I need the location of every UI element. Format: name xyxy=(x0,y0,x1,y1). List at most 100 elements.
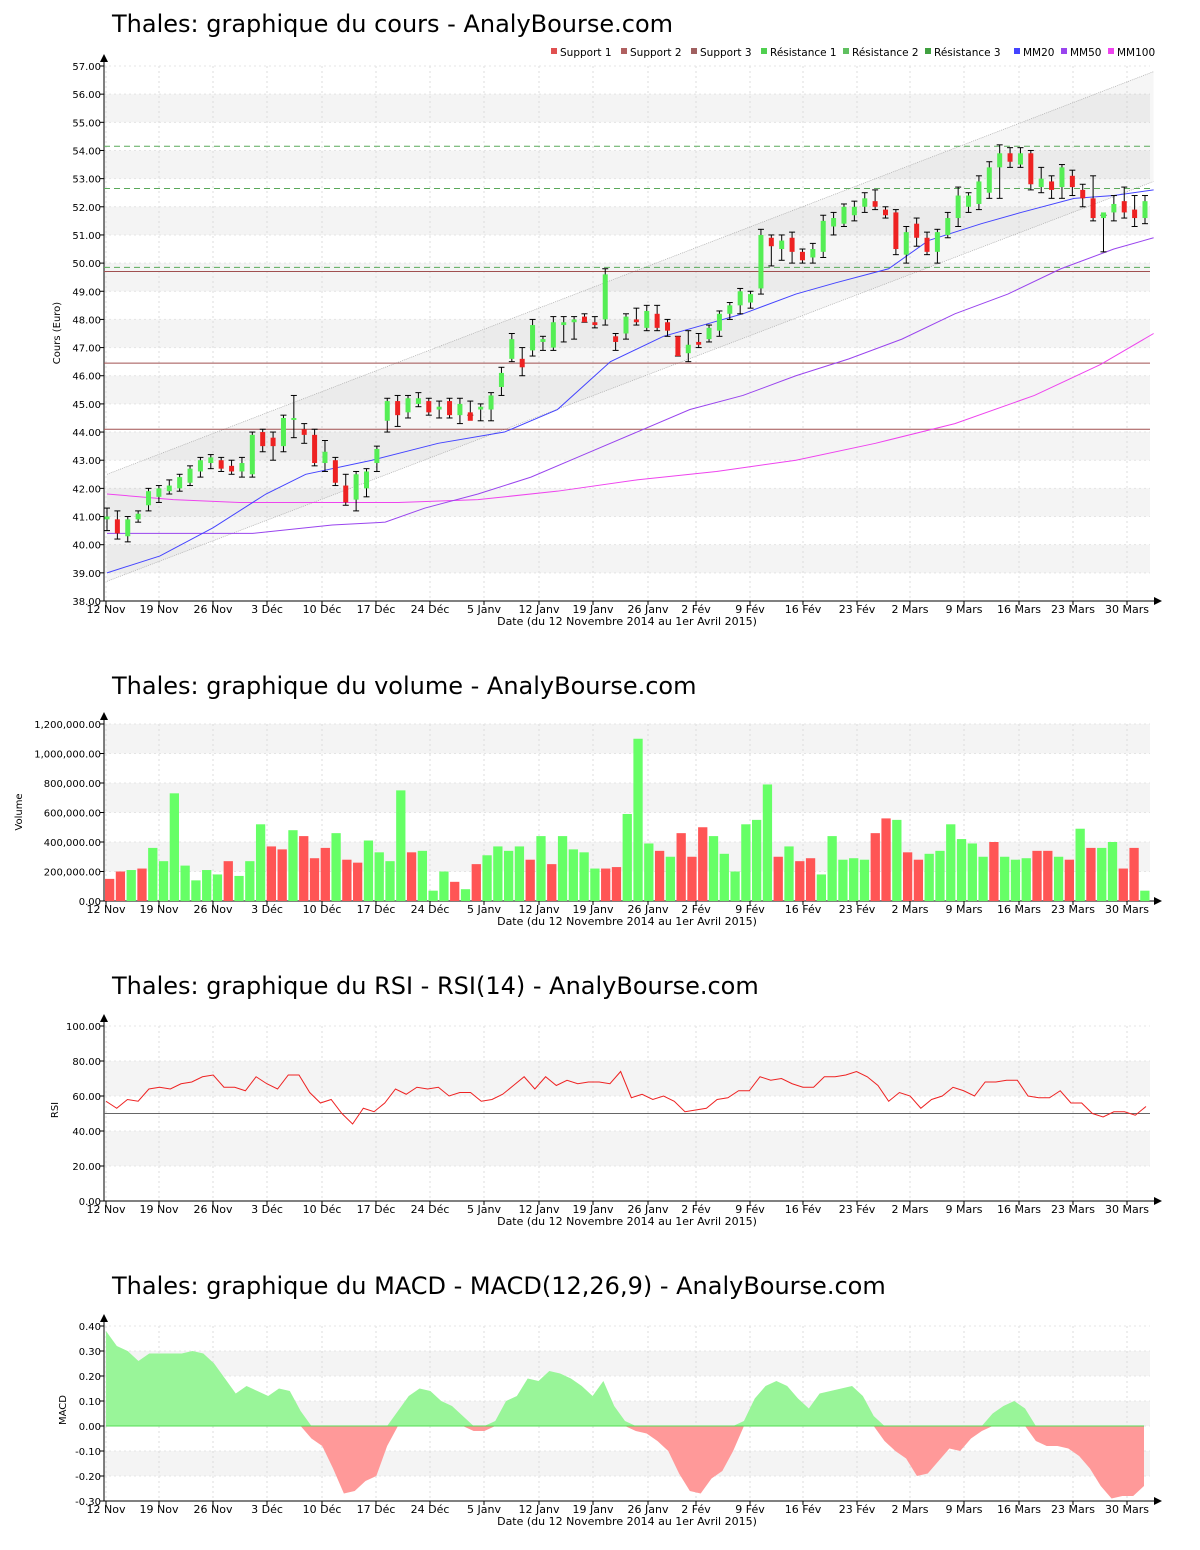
candle-body xyxy=(934,232,940,252)
legend-swatch xyxy=(925,48,931,54)
macd-xtick-label: 5 Janv xyxy=(467,1503,501,1516)
price-xtick-label: 2 Fév xyxy=(681,603,711,616)
volume-bar xyxy=(935,850,945,901)
volume-xtick-label: 19 Nov xyxy=(140,903,179,916)
volume-bar xyxy=(956,839,967,901)
candle-body xyxy=(177,477,183,489)
candle-body xyxy=(986,167,992,193)
candle-body xyxy=(1059,167,1065,188)
candle-body xyxy=(893,212,899,250)
legend-swatch xyxy=(843,48,849,54)
candle-body xyxy=(966,195,972,207)
candle-body xyxy=(561,322,567,326)
macd-xtick-label: 17 Déc xyxy=(357,1503,396,1516)
volume-chart: 0.00 200,000.00 400,000.00 600,000.00 800,00… xyxy=(14,712,1162,928)
macd-ytick-label: 0.10 xyxy=(79,1397,101,1408)
candle-body xyxy=(405,398,411,413)
rsi-xtick-label: 26 Janv xyxy=(628,1203,669,1216)
volume-bar xyxy=(719,853,729,901)
price-xtick-label: 23 Fév xyxy=(839,603,876,616)
candle-body xyxy=(841,206,847,224)
candle-body xyxy=(280,417,286,447)
price-xtick-label: 2 Mars xyxy=(892,603,929,616)
macd-xtick-label: 12 Janv xyxy=(519,1503,560,1516)
volume-bar xyxy=(1118,868,1128,901)
macd-xtick-label: 24 Déc xyxy=(411,1503,450,1516)
volume-bar xyxy=(827,836,837,901)
candle-body xyxy=(997,153,1003,168)
candle-body xyxy=(291,417,297,420)
volume-bar xyxy=(1021,858,1031,901)
price-ytick-label: 47.00 xyxy=(72,344,101,355)
legend-label: Support 1 xyxy=(560,47,612,59)
volume-bar xyxy=(1129,847,1139,901)
candle-body xyxy=(395,401,401,416)
volume-bar xyxy=(471,864,481,901)
volume-bar xyxy=(266,846,277,901)
rsi-xtick-label: 10 Déc xyxy=(303,1203,342,1216)
rsi-ytick-label: 40.00 xyxy=(72,1127,101,1138)
price-ytick-label: 49.00 xyxy=(72,287,101,298)
legend-label: MM50 xyxy=(1070,47,1101,59)
macd-xtick-label: 16 Mars xyxy=(997,1503,1041,1516)
price-xtick-label: 24 Déc xyxy=(411,603,450,616)
macd-y-arrow xyxy=(100,1314,108,1322)
mm50-line xyxy=(107,237,1154,534)
macd-chart-title: Thales: graphique du MACD - MACD(12,26,9… xyxy=(112,1272,886,1300)
candle-body xyxy=(1080,189,1086,199)
candle-body xyxy=(644,310,650,328)
volume-bar xyxy=(633,738,643,901)
candle-body xyxy=(114,519,120,534)
volume-bar xyxy=(148,847,158,901)
rsi-xtick-label: 12 Nov xyxy=(87,1203,126,1216)
volume-bar xyxy=(1107,842,1118,901)
rsi-xtick-label: 30 Mars xyxy=(1105,1203,1149,1216)
volume-bar xyxy=(514,846,525,901)
volume-bar xyxy=(762,784,773,901)
volume-bar xyxy=(989,842,999,901)
volume-bar xyxy=(105,878,115,901)
volume-xtick-label: 16 Fév xyxy=(785,903,822,916)
rsi-xtick-label: 19 Janv xyxy=(573,1203,614,1216)
rsi-xtick-label: 2 Fév xyxy=(681,1203,711,1216)
rsi-x-arrow xyxy=(1154,1197,1162,1205)
volume-bar xyxy=(406,852,417,901)
rsi-xtick-label: 26 Nov xyxy=(194,1203,233,1216)
price-ytick-label: 46.00 xyxy=(72,372,101,383)
volume-xtick-label: 26 Janv xyxy=(628,903,669,916)
candle-body xyxy=(613,336,619,342)
price-xtick-label: 26 Nov xyxy=(194,603,233,616)
candle-body xyxy=(488,395,494,410)
legend-swatch xyxy=(1061,48,1067,54)
volume-bar xyxy=(137,868,147,901)
candle-body xyxy=(187,468,193,483)
volume-bar xyxy=(547,864,557,901)
candle-body xyxy=(1017,153,1023,165)
rsi-xtick-label: 23 Mars xyxy=(1051,1203,1095,1216)
volume-bar xyxy=(730,871,740,901)
rsi-band xyxy=(104,1061,1150,1096)
volume-bar xyxy=(525,859,535,901)
volume-bar xyxy=(816,874,826,901)
volume-bar xyxy=(1010,859,1021,901)
price-xtick-label: 3 Déc xyxy=(251,603,283,616)
price-x-arrow xyxy=(1154,597,1162,605)
volume-bar xyxy=(698,827,708,901)
rsi-xtick-label: 12 Janv xyxy=(519,1203,560,1216)
candle-body xyxy=(135,513,141,520)
legend-label: Résistance 1 xyxy=(770,47,837,59)
legend-swatch xyxy=(691,48,697,54)
volume-bar xyxy=(978,856,988,901)
volume-bar xyxy=(234,875,244,901)
candle-body xyxy=(623,316,629,334)
legend-label: Support 3 xyxy=(700,47,752,59)
price-ytick-label: 56.00 xyxy=(72,90,101,101)
volume-bar xyxy=(320,847,330,901)
price-xtick-label: 9 Fév xyxy=(735,603,765,616)
macd-xtick-label: 10 Déc xyxy=(303,1503,342,1516)
candle-body xyxy=(810,249,816,258)
candle-body xyxy=(550,322,556,348)
volume-bar xyxy=(299,836,309,901)
macd-y-axis-title: MACD xyxy=(58,1395,69,1425)
volume-bar xyxy=(838,859,848,901)
